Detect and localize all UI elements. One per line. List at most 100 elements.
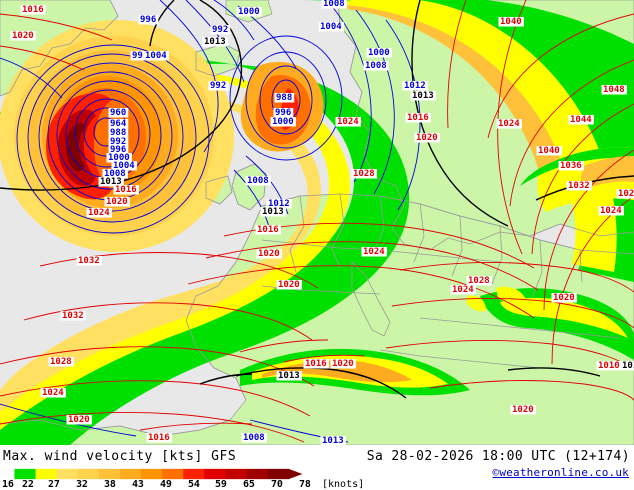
- isobar-label: 1020: [332, 359, 354, 369]
- colorbar-tick: 78: [299, 479, 311, 490]
- isobar-label-bg: [130, 51, 151, 61]
- isobar-label-bg: [466, 276, 492, 286]
- isobar-label-bg: [402, 81, 428, 91]
- weather-map-canvas[interactable]: 1016 1020 996 1013 1000 992 1008 1004 992 988 996 1…: [0, 0, 634, 445]
- isobar-label: 1044: [570, 115, 592, 125]
- isobar-label: 1032: [62, 311, 84, 321]
- isobar-label-bg: [108, 119, 129, 129]
- isobar-label-bg: [414, 133, 440, 143]
- isobar-label-bg: [551, 293, 577, 303]
- colorbar-tick: 49: [160, 479, 172, 490]
- isobar-label-bg: [241, 433, 267, 443]
- isobar-label-bg: [330, 359, 356, 369]
- isobar-label: 1024: [337, 117, 359, 127]
- isobar-label: 1000: [238, 7, 260, 17]
- isobar-label-bg: [60, 311, 86, 321]
- isobar-label: 1024: [88, 208, 110, 218]
- isobar-label: 1010: [598, 361, 620, 371]
- isobar-label-bg: [255, 225, 281, 235]
- isobar-label: 1013: [278, 371, 300, 381]
- isobar-label: 1020: [278, 280, 300, 290]
- isobar-label: 1032: [78, 256, 100, 266]
- isobar-label-bg: [276, 371, 302, 381]
- colorbar-swatches: [14, 468, 290, 480]
- isobar-label: 1008: [247, 176, 269, 186]
- isobar-label-bg: [276, 280, 302, 290]
- isobar-label-bg: [566, 181, 592, 191]
- isobar-label-bg: [98, 177, 124, 187]
- isobar-label: 1012: [404, 81, 426, 91]
- isobar-label: 1016: [148, 433, 170, 443]
- isobar-label-bg: [143, 51, 169, 61]
- isobar-label-bg: [104, 197, 130, 207]
- colorbar-swatch: [267, 468, 290, 480]
- isobar-label-bg: [363, 61, 389, 71]
- isobar-label: 1028: [50, 357, 72, 367]
- isobar-label: 1000: [108, 153, 130, 163]
- isobar-label: 1013: [322, 436, 344, 445]
- colorbar-tick: 59: [215, 479, 227, 490]
- isobar-label: 1020: [416, 133, 438, 143]
- colorbar-swatch: [77, 468, 100, 480]
- isobar-label-bg: [498, 17, 524, 27]
- isobar-label-bg: [108, 108, 129, 118]
- isobar-label: 1028: [468, 276, 490, 286]
- colorbar-swatch: [56, 468, 79, 480]
- wind-band-med-orange: [262, 360, 412, 383]
- isobar-label: 1013: [412, 91, 434, 101]
- isobar-label-bg: [76, 256, 102, 266]
- copyright-link[interactable]: ©weatheronline.co.uk: [492, 466, 629, 479]
- isobar-label-bg: [66, 415, 92, 425]
- isobar-label: 1004: [320, 22, 342, 32]
- isobar-label-bg: [108, 145, 129, 155]
- wind-band-scandi-orange: [330, 4, 566, 182]
- wind-band-scandi-green: [300, 0, 634, 282]
- isobar-label: 996: [140, 15, 156, 25]
- colorbar-tick: 54: [188, 479, 200, 490]
- wind-band-caucasus-yellow: [500, 297, 628, 338]
- isobar-label: 1020: [258, 249, 280, 259]
- isobar-label-bg: [321, 0, 347, 9]
- colorbar-units-label: [knots]: [322, 479, 365, 490]
- colorbar-swatch: [35, 468, 58, 480]
- isobar-label: 1024: [452, 285, 474, 295]
- isobar-label-bg: [318, 22, 344, 32]
- isobar-label: 1024: [42, 388, 64, 398]
- map-svg: 1016102099610131000992100810049929889961…: [0, 0, 634, 445]
- colorbar-tick: 16: [2, 479, 14, 490]
- isobar-label-bg: [335, 117, 361, 127]
- isobar-label: 1020: [12, 31, 34, 41]
- colorbar-swatch: [98, 468, 121, 480]
- isobar-label: 1016: [115, 185, 137, 195]
- isobar-label-bg: [616, 189, 634, 199]
- colorbar[interactable]: [2, 468, 332, 480]
- isobar-label: 1028: [353, 169, 375, 179]
- isobar-label-bg: [86, 208, 112, 218]
- isobar-label: 1020: [106, 197, 128, 207]
- isobar-label-bg: [568, 115, 594, 125]
- isobar-label: 1008: [104, 169, 126, 179]
- colorbar-tick: 27: [48, 479, 60, 490]
- isobar-label-bg: [108, 137, 129, 147]
- isobar-label: 988: [110, 128, 126, 138]
- isobar-label-bg: [202, 37, 228, 47]
- valid-time-stamp: Sa 28-02-2026 18:00 UTC (12+174): [366, 449, 630, 464]
- isobar-label: 992: [212, 25, 228, 35]
- wind-band-lightorange: [0, 93, 321, 413]
- map-title: Max. wind velocity [kts] GFS: [3, 449, 237, 464]
- isobar-label: 1008: [323, 0, 345, 9]
- isobar-label: 1000: [272, 117, 294, 127]
- colorbar-swatch: [119, 468, 142, 480]
- isobar-label: 1013: [100, 177, 122, 187]
- isobar-label: 992: [110, 137, 126, 147]
- isobar-label-bg: [260, 207, 286, 217]
- isobar-label: 992: [210, 81, 226, 91]
- isobar-label-bg: [366, 48, 392, 58]
- isobar-label-bg: [596, 361, 622, 371]
- isobar-label: 1020: [68, 415, 90, 425]
- isobar-label-bg: [558, 161, 584, 171]
- colorbar-swatch: [141, 468, 163, 480]
- isobar-label-bg: [450, 285, 476, 295]
- isobar-layer-red: [0, 0, 634, 443]
